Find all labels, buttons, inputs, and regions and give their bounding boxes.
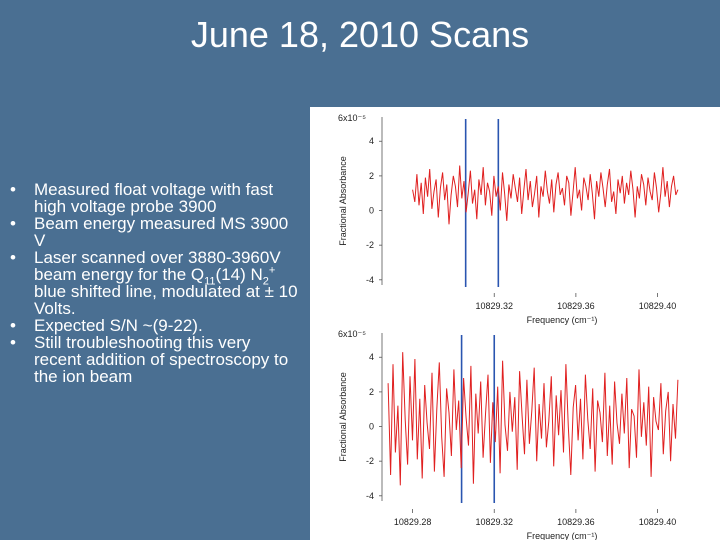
- x-tick-label: 10829.32: [475, 517, 513, 527]
- absorbance-trace: [412, 165, 679, 225]
- y-axis-label: Fractional Absorbance: [338, 156, 348, 246]
- y-tick-label: 4: [369, 136, 374, 146]
- y-tick-label: 4: [369, 352, 374, 362]
- y-tick-label: 2: [369, 171, 374, 181]
- y-tick-label: -4: [366, 275, 374, 285]
- y-tick-label: 0: [369, 206, 374, 216]
- bullet-dot: •: [10, 316, 16, 335]
- bullet-text: Expected S/N ~(9-22).: [34, 316, 203, 335]
- x-tick-label: 10829.40: [639, 517, 677, 527]
- q-branch-subscript: 11: [204, 275, 216, 288]
- y-multiplier-label: 6x10⁻⁵: [338, 113, 366, 123]
- bullet-text: Measured float voltage with fast high vo…: [34, 180, 274, 216]
- spectra-svg: -4 -2 0 2 4 6x10⁻⁵ Fractional Absorbance 10829.…: [338, 113, 679, 540]
- bullet-text-laser-prefix: Laser scanned over 3880-3960V beam energ…: [34, 248, 281, 284]
- bullet-item: • Laser scanned over 3880-3960V beam ene…: [10, 249, 302, 317]
- y-tick-label: -2: [366, 240, 374, 250]
- y-tick-label: -4: [366, 491, 374, 501]
- n2-charge-superscript: +: [268, 264, 276, 277]
- bullet-text: Beam energy measured MS 3900 V: [34, 214, 289, 250]
- bullet-item: • Expected S/N ~(9-22).: [10, 317, 302, 334]
- slide-title: June 18, 2010 Scans: [190, 14, 530, 55]
- bullet-text-laser-suffix: blue shifted line, modulated at ± 10 Vol…: [34, 282, 298, 318]
- x-axis-label: Frequency (cm⁻¹): [527, 531, 598, 540]
- y-tick-label: 0: [369, 422, 374, 432]
- x-tick-label: 10829.28: [394, 517, 432, 527]
- x-axis-label: Frequency (cm⁻¹): [527, 315, 598, 325]
- n2-subscript: 2: [262, 275, 269, 288]
- bullet-dot: •: [10, 248, 16, 267]
- spectra-figure: -4 -2 0 2 4 6x10⁻⁵ Fractional Absorbance 10829.…: [310, 107, 720, 540]
- bullet-item: • Measured float voltage with fast high …: [10, 181, 302, 215]
- bullet-text-laser-mid: (14) N: [215, 265, 263, 284]
- absorbance-trace: [387, 352, 679, 486]
- y-multiplier-label: 6x10⁻⁵: [338, 329, 366, 339]
- bullet-dot: •: [10, 333, 16, 352]
- x-tick-label: 10829.36: [557, 301, 595, 311]
- bullet-item: • Beam energy measured MS 3900 V: [10, 215, 302, 249]
- y-axis-label: Fractional Absorbance: [338, 372, 348, 462]
- bullet-text: Still troubleshooting this very recent a…: [34, 333, 289, 386]
- bullet-item: • Still troubleshooting this very recent…: [10, 334, 302, 385]
- x-tick-label: 10829.40: [639, 301, 677, 311]
- bullet-dot: •: [10, 180, 16, 199]
- x-tick-label: 10829.36: [557, 517, 595, 527]
- bullet-list: • Measured float voltage with fast high …: [10, 181, 302, 385]
- y-tick-label: 2: [369, 387, 374, 397]
- bullet-dot: •: [10, 214, 16, 233]
- x-tick-label: 10829.32: [475, 301, 513, 311]
- y-tick-label: -2: [366, 456, 374, 466]
